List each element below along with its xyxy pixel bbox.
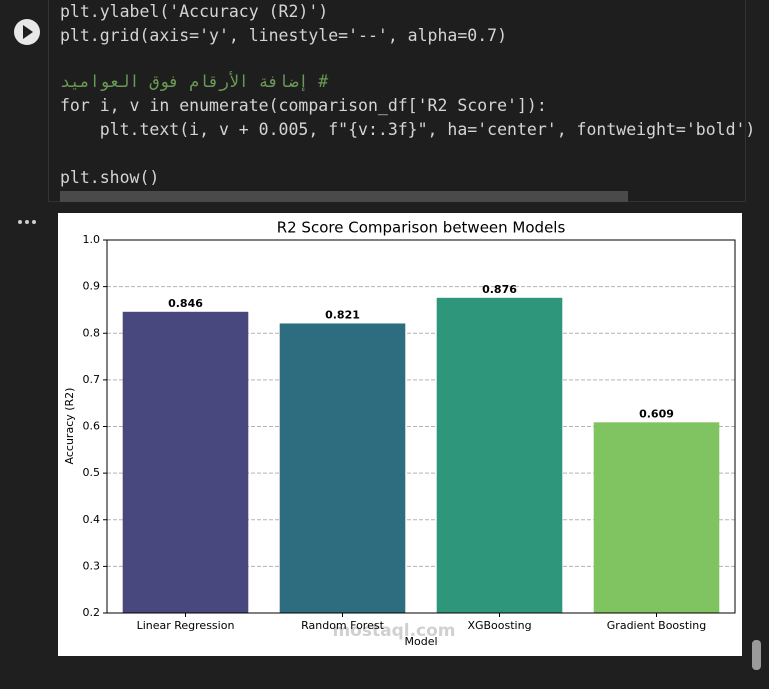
scrollbar[interactable]	[60, 191, 628, 202]
x-tick-label: XGBoosting	[467, 619, 531, 632]
y-tick-label: 0.7	[83, 373, 101, 386]
output-menu[interactable]	[15, 215, 41, 229]
code-line: plt.grid(axis='y', linestyle='--', alpha…	[60, 26, 508, 45]
bar	[279, 323, 406, 613]
code-line: plt.show()	[60, 168, 160, 187]
value-label: 0.609	[639, 407, 674, 420]
y-tick-label: 0.8	[83, 326, 101, 339]
code-cell	[48, 0, 746, 202]
bar	[122, 311, 249, 613]
value-label: 0.846	[168, 297, 203, 310]
y-tick-label: 0.9	[83, 280, 101, 293]
watermark: mostaql.com	[332, 621, 455, 641]
axes-frame	[106, 239, 736, 614]
code-line: plt.text(i, v + 0.005, f"{v:.3f}", ha='c…	[60, 120, 756, 139]
x-axis-label: Model	[404, 635, 437, 648]
y-tick-label: 0.4	[83, 513, 101, 526]
code-line: plt.ylabel('Accuracy (R2)')	[60, 2, 329, 21]
chart-title: R2 Score Comparison between Models	[277, 219, 566, 237]
x-tick-label: Gradient Boosting	[607, 619, 706, 632]
code-line: for i, v in enumerate(comparison_df['R2 …	[60, 96, 547, 115]
bar	[593, 422, 720, 613]
y-tick-label: 0.2	[83, 606, 101, 619]
code-line: # إضافة الأرقام فوق العواميد	[60, 72, 329, 91]
x-tick-label: Linear Regression	[137, 619, 235, 632]
y-tick-label: 0.5	[83, 466, 101, 479]
x-tick-label: Random Forest	[301, 619, 384, 632]
y-tick-label: 0.3	[83, 559, 101, 572]
y-tick-label: 0.6	[83, 420, 101, 433]
bar	[436, 297, 563, 613]
chart: R2 Score Comparison between Models Model…	[58, 213, 742, 656]
y-tick-label: 1.0	[83, 233, 101, 246]
y-axis-label: Accuracy (R2)	[63, 388, 76, 465]
scrollbar[interactable]	[752, 640, 761, 670]
value-label: 0.876	[482, 283, 517, 296]
run-button[interactable]	[12, 17, 42, 47]
value-label: 0.821	[325, 308, 360, 321]
